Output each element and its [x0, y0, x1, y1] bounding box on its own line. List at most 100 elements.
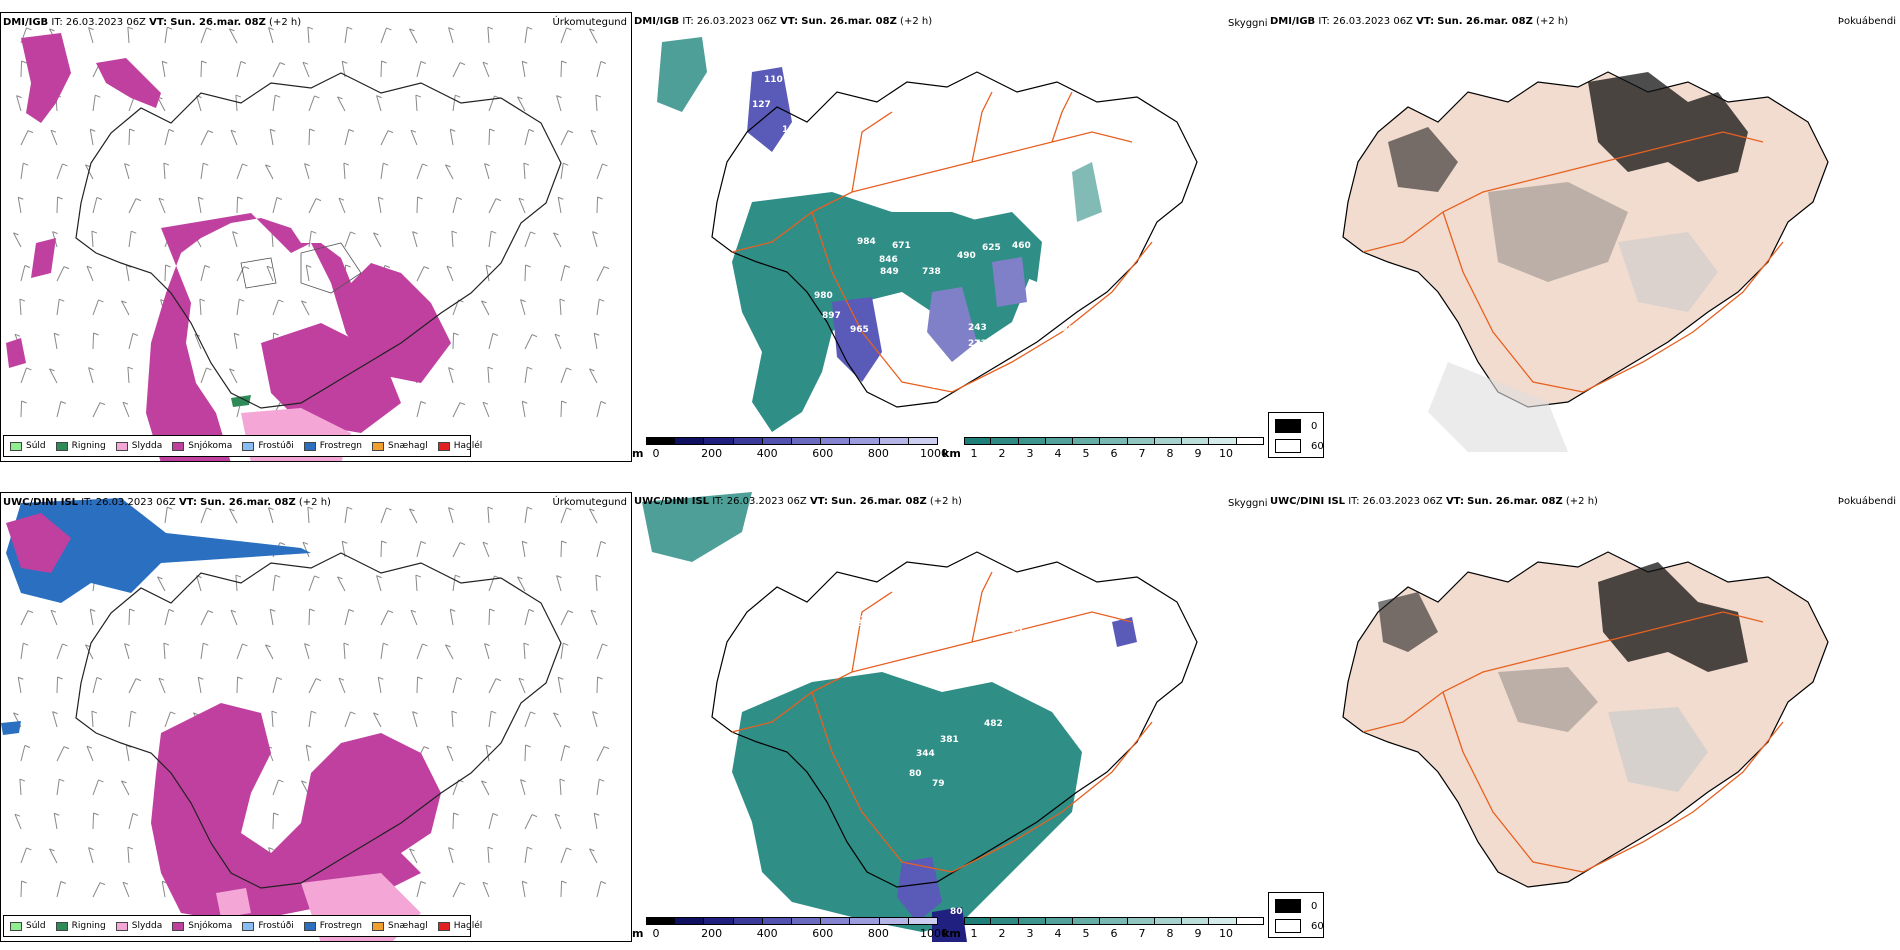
- wind-barb-flag: [93, 332, 99, 336]
- legend-swatch: [115, 921, 128, 931]
- wind-barb: [589, 508, 598, 524]
- wind-barb: [416, 643, 423, 660]
- ceiling-value-label: 623: [1002, 661, 1021, 671]
- wind-barb-flag: [486, 264, 492, 268]
- legend-label: Haglél: [453, 921, 483, 931]
- ceiling-value-label: 425: [1050, 291, 1069, 301]
- wind-barb: [416, 61, 422, 78]
- wind-barb-flag: [487, 846, 494, 850]
- colorbar-segment: [850, 917, 880, 925]
- wind-barb: [56, 163, 63, 180]
- colorbar-segment: [733, 437, 763, 445]
- wind-barb: [560, 265, 566, 282]
- wind-barb-flag: [99, 402, 106, 406]
- ceiling-value-label: 849: [880, 267, 899, 277]
- wind-barb: [56, 401, 62, 418]
- colorbar-segment: [704, 917, 734, 925]
- wind-barb: [409, 28, 418, 44]
- wind-barb-flag: [554, 813, 561, 817]
- wind-barb: [92, 779, 99, 796]
- fog-legend-label: 0: [1311, 420, 1318, 432]
- ceiling-value-label: 344: [916, 749, 935, 759]
- precip-legend: Súld Rigning Slydda Snjókoma Frostúði Frostre…: [3, 915, 482, 937]
- wind-barb-flag: [203, 642, 209, 646]
- wind-barb-flag: [517, 576, 523, 580]
- wind-barb-flag: [59, 298, 65, 302]
- map-header: UWC/DINI ISL IT: 26.03.2023 06Z VT: Sun.…: [3, 497, 331, 508]
- wind-barb: [88, 847, 94, 864]
- legend-label: Snjókoma: [188, 921, 233, 931]
- legend-swatch: [172, 921, 185, 931]
- ceiling-value-label: 671: [892, 241, 911, 251]
- wind-barb-flag: [121, 300, 127, 304]
- legend-item: Snjókoma: [172, 441, 232, 451]
- wind-barb-flag: [417, 196, 423, 200]
- wind-barb-flag: [343, 642, 350, 646]
- wind-barb-flag: [599, 298, 605, 302]
- wind-barb-flag: [63, 746, 70, 750]
- wind-barb: [559, 779, 562, 796]
- wind-barb: [485, 265, 490, 282]
- wind-barb-flag: [237, 676, 243, 680]
- wind-barb-flag: [595, 574, 602, 578]
- wind-barb: [373, 712, 382, 728]
- colorbar-tick: 400: [756, 447, 778, 460]
- colorbar-segment: [879, 917, 909, 925]
- wind-barb-flag: [489, 128, 495, 132]
- colorbar-segment: [1073, 437, 1101, 445]
- fog-legend-row: 60: [1275, 919, 1324, 933]
- ceiling-colorbar: m 0 200 400 600 800 1000: [632, 437, 948, 461]
- snow-area: [6, 338, 26, 368]
- wind-barb: [265, 644, 274, 660]
- wind-barb: [307, 507, 310, 524]
- wind-barb: [596, 299, 600, 316]
- wind-barb-flag: [158, 677, 165, 681]
- wind-barb: [524, 744, 527, 762]
- wind-barb: [452, 812, 455, 830]
- wind-barb: [305, 745, 310, 762]
- wind-barb-flag: [600, 541, 607, 544]
- wind-barb-flag: [135, 198, 142, 202]
- wind-barb-flag: [19, 778, 26, 782]
- wind-barb-flag: [265, 644, 271, 648]
- wind-barb: [452, 882, 461, 898]
- wind-barb: [596, 779, 600, 796]
- fog-legend-swatch: [1275, 919, 1301, 933]
- wind-barb-flag: [96, 677, 103, 680]
- fog-legend: 0 60: [1268, 892, 1324, 938]
- wind-barb-flag: [54, 332, 60, 336]
- wind-barb: [596, 163, 603, 180]
- legend-label: Frostregn: [319, 441, 363, 451]
- wind-barb: [445, 164, 454, 180]
- wind-barb-flag: [409, 28, 415, 32]
- wind-barb: [49, 368, 58, 384]
- wind-barb-flag: [18, 676, 24, 680]
- wind-barb: [448, 847, 454, 864]
- wind-barb: [271, 711, 274, 728]
- wind-barb-flag: [168, 129, 175, 132]
- wind-barb: [125, 745, 130, 762]
- colorbar-tick: 4: [1054, 447, 1062, 460]
- wind-barb-flag: [52, 711, 58, 715]
- wind-barb-flag: [88, 27, 94, 31]
- wind-barb-flag: [531, 814, 538, 818]
- legend-swatch: [10, 921, 22, 931]
- wind-barb: [92, 197, 98, 214]
- wind-barb-flag: [26, 847, 32, 851]
- wind-barb: [197, 197, 202, 214]
- wind-barb: [524, 711, 531, 728]
- precip-legend: Súld Rigning Slydda Snjókoma Frostúði Frostre…: [3, 435, 482, 457]
- wind-barb-flag: [122, 881, 129, 885]
- panel-title: Skyggni: [1228, 498, 1268, 509]
- fog-legend-row: 0: [1275, 419, 1317, 433]
- wind-barb-flag: [229, 508, 235, 512]
- wind-barb: [164, 507, 168, 524]
- wind-barb-flag: [495, 678, 502, 682]
- wind-barbs: [13, 26, 610, 418]
- wind-barb-flag: [23, 162, 29, 166]
- wind-barb: [301, 300, 310, 316]
- wind-barb: [308, 198, 317, 214]
- wind-barb: [589, 848, 598, 864]
- wind-barb: [409, 848, 418, 864]
- wind-barb: [410, 129, 418, 146]
